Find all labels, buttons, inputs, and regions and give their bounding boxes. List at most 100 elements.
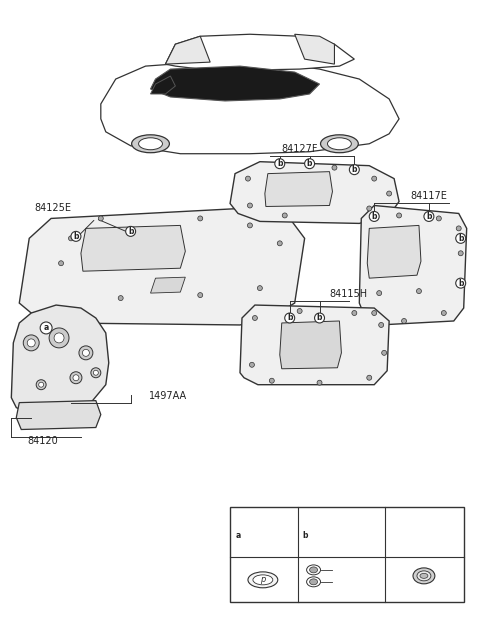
Text: b: b bbox=[458, 279, 464, 287]
Text: 1327AC: 1327AC bbox=[386, 530, 424, 540]
Circle shape bbox=[79, 346, 93, 360]
Circle shape bbox=[36, 380, 46, 390]
Ellipse shape bbox=[413, 568, 435, 584]
Polygon shape bbox=[151, 66, 320, 101]
Circle shape bbox=[402, 318, 407, 323]
Circle shape bbox=[379, 322, 384, 327]
Polygon shape bbox=[81, 225, 185, 271]
Circle shape bbox=[382, 350, 387, 355]
Text: b: b bbox=[426, 212, 432, 221]
Ellipse shape bbox=[310, 567, 318, 573]
Circle shape bbox=[39, 382, 44, 387]
Text: 84120: 84120 bbox=[28, 436, 59, 446]
Text: 84115H: 84115H bbox=[329, 289, 368, 299]
Circle shape bbox=[441, 311, 446, 315]
Circle shape bbox=[417, 289, 421, 294]
Circle shape bbox=[369, 211, 379, 222]
Circle shape bbox=[40, 322, 52, 334]
Text: b: b bbox=[303, 530, 308, 539]
Circle shape bbox=[297, 308, 302, 313]
Circle shape bbox=[98, 216, 103, 221]
Bar bbox=[230, 507, 464, 602]
Text: b: b bbox=[73, 232, 79, 241]
Circle shape bbox=[83, 349, 89, 356]
Text: b: b bbox=[317, 313, 322, 322]
Circle shape bbox=[436, 216, 441, 221]
Circle shape bbox=[23, 335, 39, 351]
Polygon shape bbox=[151, 277, 185, 293]
Ellipse shape bbox=[420, 573, 428, 579]
Polygon shape bbox=[19, 208, 305, 325]
Polygon shape bbox=[12, 305, 109, 415]
Text: b: b bbox=[307, 159, 312, 168]
Text: 1043EA: 1043EA bbox=[335, 577, 367, 586]
Ellipse shape bbox=[248, 572, 278, 588]
Circle shape bbox=[349, 165, 360, 175]
Circle shape bbox=[372, 311, 377, 315]
Circle shape bbox=[54, 333, 64, 343]
Text: 84127F: 84127F bbox=[281, 144, 318, 154]
Polygon shape bbox=[166, 34, 354, 70]
Circle shape bbox=[248, 203, 252, 208]
Circle shape bbox=[317, 380, 322, 385]
Circle shape bbox=[305, 159, 314, 168]
Polygon shape bbox=[367, 225, 421, 278]
Text: 1497AA: 1497AA bbox=[148, 391, 187, 401]
Circle shape bbox=[285, 313, 295, 323]
Circle shape bbox=[377, 291, 382, 296]
Circle shape bbox=[248, 223, 252, 228]
Circle shape bbox=[367, 206, 372, 211]
Circle shape bbox=[456, 234, 466, 243]
Circle shape bbox=[126, 227, 136, 236]
Circle shape bbox=[27, 339, 35, 347]
Polygon shape bbox=[166, 36, 210, 64]
Circle shape bbox=[59, 261, 63, 266]
Ellipse shape bbox=[327, 138, 351, 150]
Circle shape bbox=[277, 163, 282, 168]
Circle shape bbox=[277, 241, 282, 246]
Circle shape bbox=[367, 375, 372, 380]
Text: b: b bbox=[277, 159, 283, 168]
Ellipse shape bbox=[307, 565, 321, 575]
Polygon shape bbox=[230, 161, 399, 223]
Circle shape bbox=[245, 176, 251, 181]
Circle shape bbox=[456, 226, 461, 231]
Circle shape bbox=[93, 370, 98, 375]
Circle shape bbox=[198, 216, 203, 221]
Polygon shape bbox=[240, 305, 389, 385]
Text: p: p bbox=[260, 575, 265, 584]
Text: b: b bbox=[372, 212, 377, 221]
Polygon shape bbox=[280, 321, 341, 369]
Circle shape bbox=[352, 311, 357, 315]
Text: a: a bbox=[44, 323, 49, 332]
Circle shape bbox=[49, 328, 69, 348]
Ellipse shape bbox=[139, 138, 162, 150]
Polygon shape bbox=[265, 172, 333, 206]
Text: b: b bbox=[458, 234, 464, 243]
Text: 1042AA: 1042AA bbox=[335, 565, 367, 574]
Circle shape bbox=[73, 375, 79, 380]
Circle shape bbox=[269, 379, 274, 383]
Ellipse shape bbox=[321, 135, 358, 153]
Circle shape bbox=[372, 176, 377, 181]
Circle shape bbox=[198, 292, 203, 298]
Text: 84117E: 84117E bbox=[410, 191, 447, 201]
Polygon shape bbox=[151, 76, 175, 94]
Ellipse shape bbox=[310, 579, 318, 585]
Circle shape bbox=[70, 372, 82, 384]
Text: b: b bbox=[351, 165, 357, 174]
Circle shape bbox=[424, 211, 434, 222]
Text: 84125E: 84125E bbox=[35, 203, 72, 213]
Polygon shape bbox=[16, 401, 101, 430]
Ellipse shape bbox=[417, 571, 431, 581]
Circle shape bbox=[118, 296, 123, 301]
Circle shape bbox=[275, 159, 285, 168]
Circle shape bbox=[71, 232, 81, 241]
Circle shape bbox=[282, 213, 287, 218]
Circle shape bbox=[387, 191, 392, 196]
Circle shape bbox=[332, 165, 337, 170]
Circle shape bbox=[300, 529, 312, 541]
Ellipse shape bbox=[253, 575, 273, 585]
Circle shape bbox=[250, 362, 254, 367]
Text: 84147: 84147 bbox=[248, 530, 279, 540]
